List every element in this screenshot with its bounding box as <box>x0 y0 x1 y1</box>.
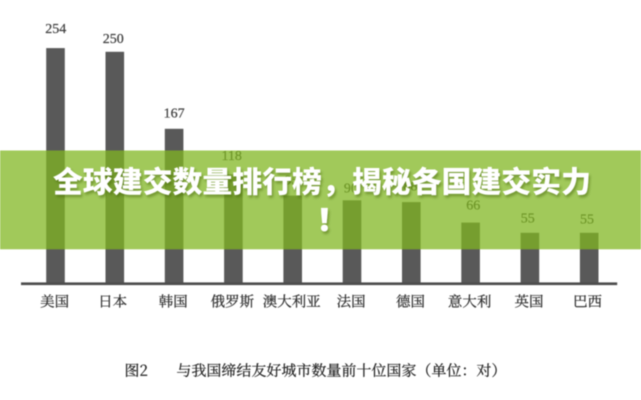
svg-text:167: 167 <box>164 106 185 121</box>
svg-text:254: 254 <box>45 22 66 37</box>
svg-text:250: 250 <box>103 32 124 47</box>
